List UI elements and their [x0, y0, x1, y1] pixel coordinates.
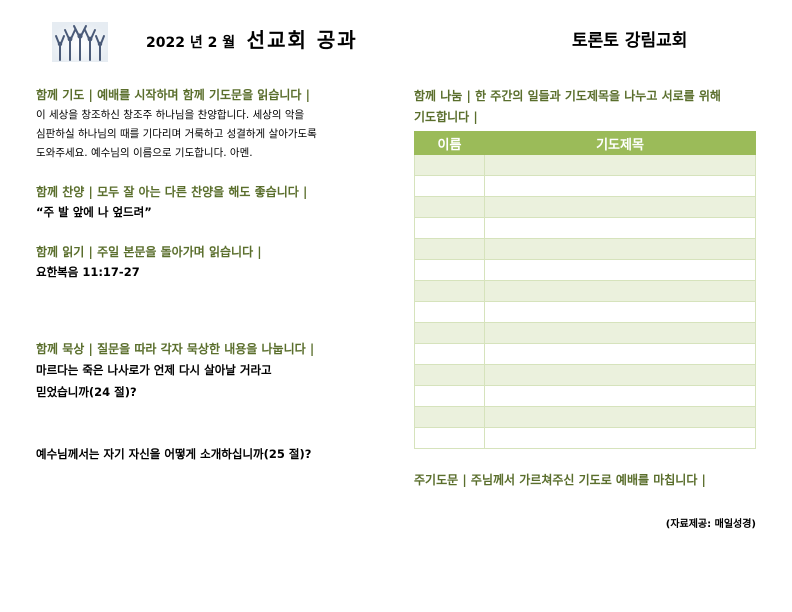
table-row [414, 259, 756, 281]
request-cell[interactable] [484, 154, 756, 176]
column-header-request: 기도제목 [484, 131, 756, 155]
reading-passage: 요한복음 11:17-27 [36, 265, 140, 279]
name-cell[interactable] [414, 301, 485, 323]
page-title: 2022 년 2 월 선교회 공과 [146, 24, 358, 53]
request-cell[interactable] [484, 406, 756, 428]
request-cell[interactable] [484, 259, 756, 281]
meditation-question-2: 예수님께서는 자기 자신을 어떻게 소개하십니까(25 절)? [36, 447, 312, 461]
church-name: 토론토 강림교회 [572, 31, 688, 51]
request-cell[interactable] [484, 175, 756, 197]
reading-heading: 함께 읽기 | 주일 본문을 돌아가며 읽습니다 | [36, 245, 262, 259]
lesson-title: 선교회 공과 [246, 28, 358, 52]
meditation-question-1: 마르다는 죽은 나사로가 언제 다시 살아날 거라고 믿었습니까(24 절)? [36, 359, 386, 403]
table-row [414, 322, 756, 344]
table-row [414, 343, 756, 365]
name-cell[interactable] [414, 217, 485, 239]
sharing-heading-line: 기도합니다 | [414, 110, 478, 124]
name-cell[interactable] [414, 427, 485, 449]
table-row [414, 301, 756, 323]
name-cell[interactable] [414, 154, 485, 176]
table-row [414, 196, 756, 218]
source-credit: (자료제공: 매일성경) [665, 519, 756, 530]
table-row [414, 385, 756, 407]
prayer-request-table: 이름 기도제목 [414, 131, 756, 449]
request-cell[interactable] [484, 280, 756, 302]
name-cell[interactable] [414, 364, 485, 386]
sharing-heading: 함께 나눔 | 한 주간의 일들과 기도제목을 나누고 서로를 위해 기도합니다… [414, 86, 756, 128]
meditation-heading: 함께 묵상 | 질문을 따라 각자 묵상한 내용을 나눕니다 | [36, 342, 315, 356]
name-cell[interactable] [414, 406, 485, 428]
table-header-row: 이름 기도제목 [414, 131, 756, 155]
column-header-name: 이름 [414, 131, 485, 155]
prayer-heading: 함께 기도 | 예배를 시작하며 함께 기도문을 읽습니다 | [36, 88, 311, 102]
name-cell[interactable] [414, 385, 485, 407]
question-line: 마르다는 죽은 나사로가 언제 다시 살아날 거라고 [36, 363, 272, 377]
table-row [414, 154, 756, 176]
request-cell[interactable] [484, 364, 756, 386]
right-column: 함께 나눔 | 한 주간의 일들과 기도제목을 나누고 서로를 위해 기도합니다… [414, 86, 756, 449]
prayer-line: 도와주세요. 예수님의 이름으로 기도합니다. 아멘. [36, 147, 253, 159]
name-cell[interactable] [414, 238, 485, 260]
request-cell[interactable] [484, 217, 756, 239]
sharing-heading-line: 함께 나눔 | 한 주간의 일들과 기도제목을 나누고 서로를 위해 [414, 89, 721, 103]
table-row [414, 217, 756, 239]
request-cell[interactable] [484, 427, 756, 449]
closing-line: 주기도문 | 주님께서 가르쳐주신 기도로 예배를 마칩니다 | [414, 473, 706, 487]
request-cell[interactable] [484, 238, 756, 260]
table-row [414, 238, 756, 260]
hymn-title: “주 발 앞에 나 엎드려” [36, 205, 152, 219]
prayer-line: 심판하실 하나님의 때를 기다리며 거룩하고 성결하게 살아가도록 [36, 128, 317, 140]
request-cell[interactable] [484, 196, 756, 218]
name-cell[interactable] [414, 280, 485, 302]
name-cell[interactable] [414, 343, 485, 365]
hymn-heading: 함께 찬양 | 모두 잘 아는 다른 찬양을 해도 좋습니다 | [36, 185, 308, 199]
request-cell[interactable] [484, 343, 756, 365]
name-cell[interactable] [414, 175, 485, 197]
table-row [414, 427, 756, 449]
table-row [414, 280, 756, 302]
table-row [414, 175, 756, 197]
question-line: 믿었습니까(24 절)? [36, 385, 137, 399]
table-row [414, 406, 756, 428]
prayer-text: 이 세상을 창조하신 창조주 하나님을 찬양합니다. 세상의 악을 심판하실 하… [36, 106, 386, 163]
name-cell[interactable] [414, 322, 485, 344]
lesson-date: 2022 년 2 월 [146, 35, 236, 51]
left-column: 함께 기도 | 예배를 시작하며 함께 기도문을 읽습니다 | 이 세상을 창조… [36, 86, 386, 465]
name-cell[interactable] [414, 259, 485, 281]
request-cell[interactable] [484, 301, 756, 323]
request-cell[interactable] [484, 322, 756, 344]
prayer-line: 이 세상을 창조하신 창조주 하나님을 찬양합니다. 세상의 악을 [36, 109, 305, 121]
table-row [414, 364, 756, 386]
name-cell[interactable] [414, 196, 485, 218]
worship-people-logo-icon [52, 22, 108, 62]
request-cell[interactable] [484, 385, 756, 407]
